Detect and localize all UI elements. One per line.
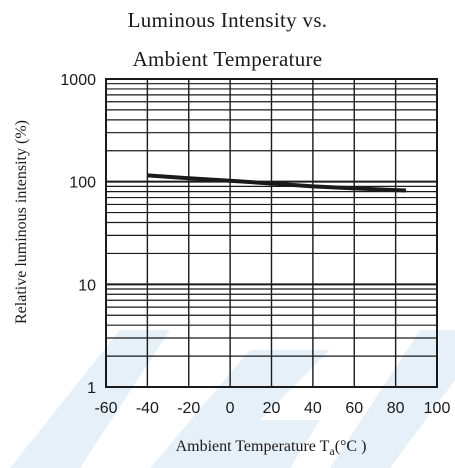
x-tick-label: 100	[424, 400, 451, 417]
watermark-shape-1	[10, 330, 170, 468]
watermark-shape-3	[330, 330, 455, 468]
x-tick-labels: -60 -40 -20 0 20 40 60 80 100	[94, 400, 450, 417]
x-axis-label-unit: (°C )	[335, 438, 367, 455]
y-tick-labels: 1 10 100 1000	[60, 72, 96, 397]
y-axis-label: Relative luminous intensity (%)	[13, 120, 30, 324]
x-axis-label-subscript: a	[329, 444, 335, 458]
y-tick-label: 1000	[60, 72, 96, 89]
x-tick-label: 60	[345, 400, 363, 417]
x-axis-label: Ambient Temperature Ta(°C )	[176, 438, 367, 458]
x-tick-label: -20	[177, 400, 200, 417]
y-tick-label: 100	[69, 175, 96, 192]
series-line	[147, 173, 407, 193]
x-tick-label: 80	[387, 400, 405, 417]
watermark-shape-2	[150, 350, 330, 468]
plot-border	[105, 78, 438, 388]
series	[147, 173, 407, 193]
watermark	[10, 330, 455, 468]
y-tick-label: 10	[78, 277, 96, 294]
chart-title-line-2: Ambient Temperature	[132, 47, 323, 71]
grid	[106, 79, 437, 387]
y-tick-label: 1	[87, 380, 96, 397]
x-axis-label-main: Ambient Temperature T	[176, 438, 330, 455]
x-tick-label: -60	[94, 400, 117, 417]
plot-frame	[105, 78, 438, 388]
x-tick-label: -40	[136, 400, 159, 417]
x-tick-label: 40	[304, 400, 322, 417]
chart-title-line-1: Luminous Intensity vs.	[127, 8, 328, 32]
x-tick-label: 0	[226, 400, 235, 417]
x-tick-label: 20	[263, 400, 281, 417]
